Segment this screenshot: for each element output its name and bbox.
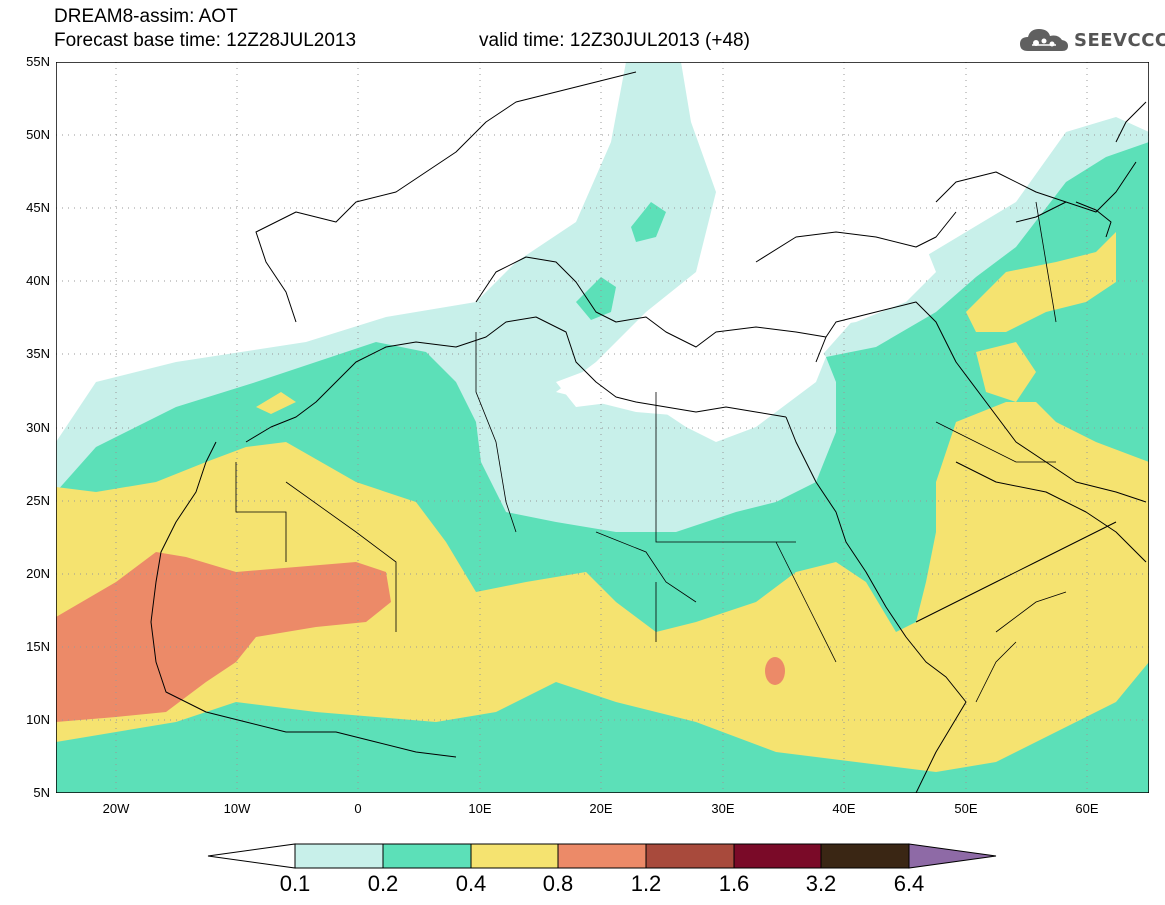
colorbar-label: 0.8 <box>542 871 574 896</box>
base-time: Forecast base time: 12Z28JUL2013 <box>54 30 357 51</box>
lat-label: 25N <box>26 493 50 508</box>
lat-label: 40N <box>26 273 50 288</box>
lon-label: 20E <box>589 801 613 816</box>
colorbar-label: 1.6 <box>718 871 750 896</box>
lon-label: 10W <box>223 801 251 816</box>
map-title: DREAM8-assim: AOT <box>54 6 238 27</box>
aot-band-0-4 <box>56 232 1149 772</box>
colorbar-above-arrow <box>908 843 997 869</box>
colorbar-label: 0.2 <box>367 871 399 896</box>
logo-text: SEEVCCC <box>1074 29 1165 51</box>
colorbar-label: 0.4 <box>455 871 487 896</box>
coastlines <box>150 71 1147 793</box>
lat-label: 15N <box>26 639 50 654</box>
lat-label: 45N <box>26 200 50 215</box>
colorbar-below-arrow <box>207 843 296 869</box>
lat-label: 30N <box>26 420 50 435</box>
lat-label: 55N <box>26 54 50 69</box>
colorbar-label: 1.2 <box>630 871 662 896</box>
seevccc-logo: SEEVCCC <box>1018 22 1165 58</box>
aot-spot-east-africa <box>765 657 785 685</box>
colorbar-swatch <box>820 843 910 869</box>
lon-label: 60E <box>1075 801 1099 816</box>
map-canvas <box>56 62 1149 793</box>
colorbar-swatch <box>294 843 384 869</box>
lat-label: 10N <box>26 712 50 727</box>
lon-label: 10E <box>468 801 492 816</box>
country-borders <box>235 201 1067 703</box>
colorbar-swatch <box>733 843 822 869</box>
lat-label: 5N <box>33 785 50 800</box>
lat-label: 50N <box>26 127 50 142</box>
lon-label: 30E <box>711 801 735 816</box>
lon-label: 0 <box>354 801 362 816</box>
colorbar-swatch <box>645 843 735 869</box>
lat-label: 35N <box>26 346 50 361</box>
colorbar-label: 0.1 <box>279 871 311 896</box>
cloud-icon <box>1020 29 1068 51</box>
lat-label: 20N <box>26 566 50 581</box>
colorbar-label: 3.2 <box>805 871 837 896</box>
forecast-time-line: Forecast base time: 12Z28JUL2013 valid ti… <box>54 30 750 52</box>
aot-band-0-8 <box>56 552 785 722</box>
lon-label: 40E <box>832 801 856 816</box>
colorbar-swatch <box>470 843 559 869</box>
valid-time: valid time: 12Z30JUL2013 (+48) <box>479 30 750 51</box>
graticule <box>56 62 1149 793</box>
lon-label: 20W <box>102 801 130 816</box>
colorbar-label: 6.4 <box>893 871 925 896</box>
aot-map <box>56 62 1149 793</box>
colorbar-swatch <box>382 843 472 869</box>
colorbar-swatch <box>557 843 647 869</box>
lon-label: 50E <box>954 801 978 816</box>
